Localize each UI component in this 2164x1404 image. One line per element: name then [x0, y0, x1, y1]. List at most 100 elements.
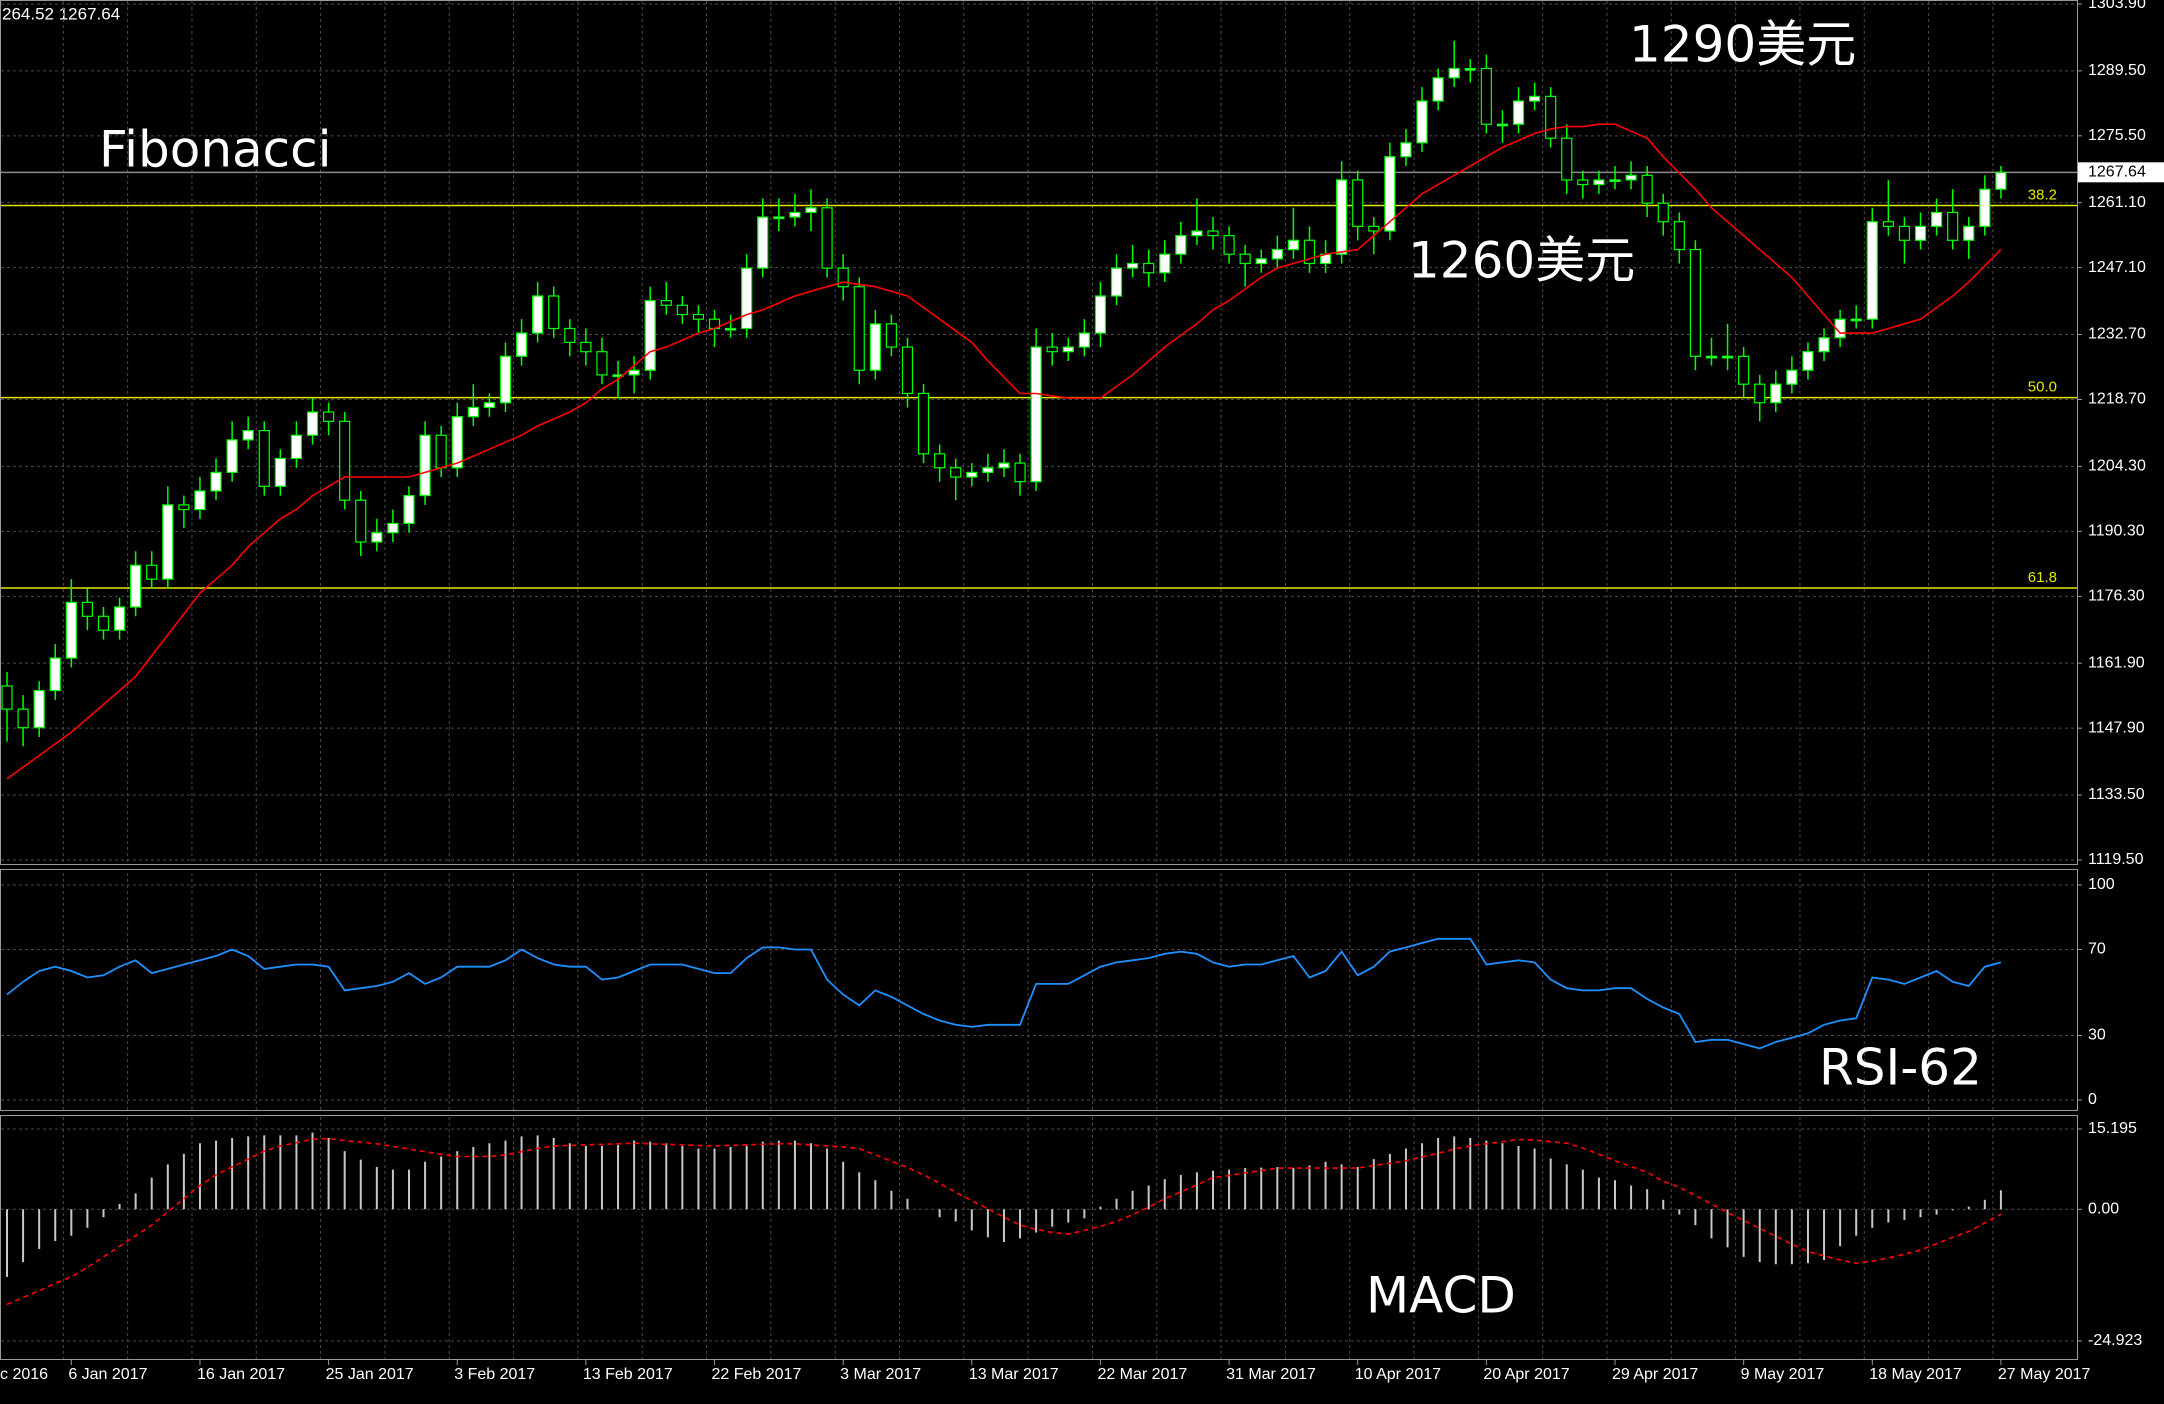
candle-body [1770, 383, 1782, 404]
x-tick-label: 13 Feb 2017 [583, 1366, 673, 1383]
y-tick-label: 1218.70 [2088, 391, 2146, 408]
candle-body [323, 411, 335, 422]
candle-body [724, 327, 737, 331]
candle-body [1593, 179, 1605, 186]
x-tick-label: 3 Feb 2017 [454, 1366, 535, 1383]
candle-body [1159, 253, 1171, 274]
price-panel-border [0, 0, 2078, 865]
candle-body [339, 420, 351, 501]
candle-body [1062, 346, 1074, 353]
candle-body [1400, 142, 1412, 158]
y-tick-label: 1133.50 [2088, 786, 2145, 803]
annotation: Fibonacci [99, 121, 332, 179]
candle-body [1094, 295, 1107, 334]
candle-body [146, 564, 158, 580]
candle-body [1545, 95, 1557, 139]
candle-body [387, 522, 399, 534]
candle-body [1480, 67, 1492, 125]
candle-body [1641, 174, 1653, 204]
x-tick-label: 20 Apr 2017 [1483, 1366, 1569, 1383]
candle-body [1818, 337, 1830, 353]
candle-body [1416, 100, 1428, 144]
candle-body [901, 346, 914, 395]
candle-body [1979, 188, 1991, 227]
x-tick-label: 3 Mar 2017 [840, 1366, 921, 1383]
candle-body [1078, 332, 1090, 348]
candle-body [789, 211, 801, 218]
rsi-panel-border [0, 869, 2078, 1111]
candle-body [1689, 248, 1702, 357]
y-tick-label: 1190.30 [2088, 523, 2145, 540]
candle-body [821, 207, 833, 269]
candle-body [548, 295, 560, 330]
annotation: MACD [1366, 1267, 1516, 1325]
fib-label: 38.2 [2028, 186, 2057, 203]
candle-body [1850, 318, 1862, 322]
candle-body [1175, 235, 1187, 255]
x-tick-label: 22 Feb 2017 [712, 1366, 802, 1383]
candle-body [1561, 137, 1573, 181]
candle-body [676, 304, 688, 316]
y-tick-label: 1119.50 [2088, 851, 2144, 868]
candle-body [419, 434, 431, 497]
candle-body [1528, 95, 1541, 102]
x-tick-label: c 2016 [0, 1366, 48, 1383]
candle-body [1947, 211, 1959, 241]
x-tick-label: 27 May 2017 [1998, 1366, 2091, 1383]
candle-body [1625, 174, 1637, 181]
candle-body [1754, 383, 1766, 404]
candle-body [1271, 248, 1283, 260]
candle-body [1030, 346, 1042, 483]
candle-body [403, 494, 415, 525]
rsi-line [6, 937, 2002, 1050]
candle-body [805, 207, 817, 214]
x-tick-label: 16 Jan 2017 [197, 1366, 285, 1383]
candle-body [757, 216, 769, 269]
candle-body [1014, 462, 1026, 483]
candle-body [1786, 369, 1798, 385]
y-tick-label: 0 [2088, 1091, 2097, 1108]
macd-signal [6, 1137, 2002, 1306]
candle-body [290, 434, 303, 460]
candle-body [596, 351, 608, 376]
candle-body [435, 434, 447, 469]
x-tick-label: 25 Jan 2017 [326, 1366, 414, 1383]
y-tick-label: 0.00 [2088, 1201, 2119, 1218]
y-tick-label: 1303.90 [2088, 0, 2146, 12]
candle-body [1963, 225, 1975, 241]
candle-body [869, 323, 881, 371]
candle-body [1143, 262, 1155, 274]
candle-body [1930, 211, 1943, 227]
moving-average [6, 123, 2002, 780]
y-tick-label: 1261.10 [2088, 194, 2146, 211]
y-tick-label: 30 [2088, 1027, 2106, 1044]
candle-body [1705, 355, 1718, 359]
candle-body [194, 490, 206, 511]
candle-body [1657, 202, 1669, 223]
candle-body [934, 453, 946, 469]
candle-body [885, 323, 898, 348]
y-tick-label: 1147.90 [2088, 719, 2145, 736]
candle-body [65, 601, 77, 659]
y-tick-label: 1247.10 [2088, 259, 2146, 276]
candle-body [837, 267, 849, 288]
candle-body [499, 355, 512, 404]
candle-body [242, 430, 254, 441]
macd-panel-border [0, 1115, 2078, 1360]
candle-body [1464, 67, 1476, 71]
candle-body [1882, 221, 1894, 227]
candle-body [178, 504, 190, 511]
header-text: 264.52 1267.64 [2, 4, 120, 23]
candle-body [1432, 77, 1444, 102]
candle-body [532, 295, 544, 334]
candle-body [982, 467, 994, 473]
candle-body [998, 462, 1010, 469]
current-price-box [2078, 162, 2164, 183]
current-price-label: 1267.64 [2088, 164, 2146, 181]
candle-body [1287, 239, 1300, 251]
y-tick-label: 1289.50 [2088, 62, 2146, 79]
candle-body [580, 341, 592, 353]
candle-body [1239, 253, 1251, 265]
y-tick-label: -24.923 [2088, 1332, 2142, 1349]
